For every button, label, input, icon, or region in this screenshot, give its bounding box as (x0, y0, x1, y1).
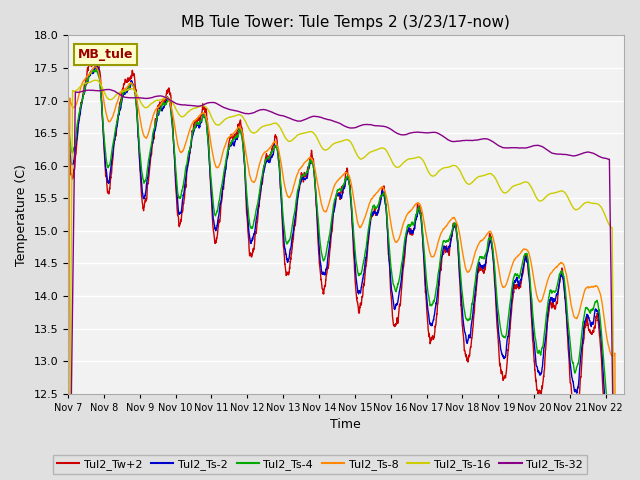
Text: MB_tule: MB_tule (78, 48, 134, 61)
Legend: Tul2_Tw+2, Tul2_Ts-2, Tul2_Ts-4, Tul2_Ts-8, Tul2_Ts-16, Tul2_Ts-32: Tul2_Tw+2, Tul2_Ts-2, Tul2_Ts-4, Tul2_Ts… (52, 455, 588, 474)
Y-axis label: Temperature (C): Temperature (C) (15, 164, 28, 265)
Title: MB Tule Tower: Tule Temps 2 (3/23/17-now): MB Tule Tower: Tule Temps 2 (3/23/17-now… (181, 15, 510, 30)
X-axis label: Time: Time (330, 419, 361, 432)
